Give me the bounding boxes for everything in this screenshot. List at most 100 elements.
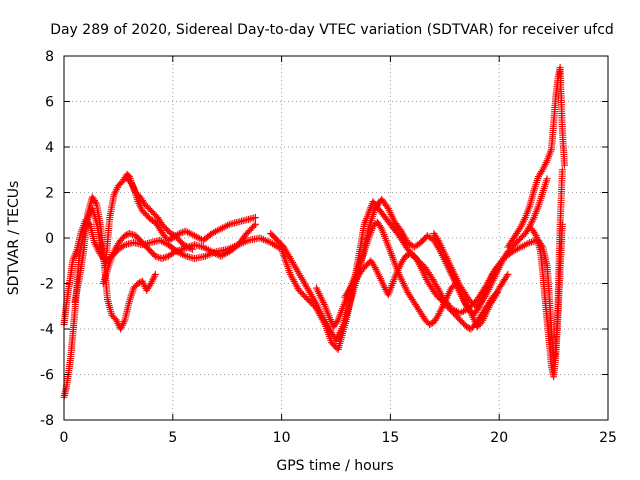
data-point-marker [543,175,551,183]
data-point-marker [301,292,309,300]
data-point-marker [143,211,151,219]
data-point-marker [161,223,169,231]
data-point-marker [369,223,377,231]
data-point-marker [302,294,310,302]
tick-layer: 0 5 10 15 20 25 -8 -6 -4 -2 0 2 4 6 8 [40,49,617,446]
data-point-marker [558,220,566,228]
data-point-marker [293,283,301,291]
data-point-marker [119,242,127,250]
data-point-marker [434,292,442,300]
x-tick-label: 0 [60,430,69,446]
x-tick-label: 20 [490,430,508,446]
data-point-marker [145,204,153,212]
data-point-marker [517,234,525,242]
data-point-marker [405,247,413,255]
data-point-marker [118,235,126,243]
data-point-marker [493,289,501,297]
data-point-marker [174,235,182,243]
data-point-marker [160,254,168,262]
data-point-marker [441,300,449,308]
data-point-marker [163,253,171,261]
series-track-c [71,193,159,333]
data-point-marker [514,237,522,245]
data-point-marker [473,302,481,310]
data-point-marker [299,291,307,299]
data-point-marker [243,229,251,237]
data-point-marker [171,232,179,240]
data-point-marker [131,283,139,291]
data-point-marker [447,284,455,292]
data-point-marker [305,297,313,305]
data-point-marker [560,161,568,169]
data-point-marker [177,229,185,237]
data-point-marker [492,290,500,298]
data-point-marker [295,286,303,294]
data-point-marker [452,312,460,320]
series-track-g [312,218,512,331]
data-point-marker [463,323,471,331]
data-point-marker [370,262,378,270]
data-point-marker [358,266,366,274]
data-point-marker [247,225,255,233]
data-point-marker [466,297,474,305]
data-point-marker [433,283,441,291]
data-point-marker [132,189,140,196]
data-point-marker [148,207,156,215]
data-point-marker [149,209,157,217]
data-point-marker [292,281,300,289]
data-point-marker [147,216,155,224]
y-tick-label: 4 [45,140,54,156]
data-point-marker [289,276,297,284]
data-point-marker [117,236,125,244]
data-point-marker [516,224,524,232]
data-point-marker [181,242,189,250]
data-point-marker [162,233,170,241]
data-point-marker [178,245,186,253]
data-point-marker [158,220,166,228]
data-point-marker [531,230,539,238]
data-point-marker [172,233,180,241]
data-point-marker [249,223,257,231]
data-point-marker [465,295,473,303]
series-track-i [430,175,551,310]
data-point-marker [151,270,159,278]
data-point-marker [516,236,524,244]
data-point-marker [362,261,370,269]
data-point-marker [423,317,431,325]
data-point-marker [448,308,456,316]
data-point-marker [160,232,168,240]
x-tick-label: 15 [381,430,399,446]
data-point-marker [108,311,116,319]
data-point-marker [174,247,182,255]
data-point-marker [469,300,477,308]
data-point-marker [286,270,294,278]
data-point-marker [432,291,440,299]
data-point-marker [168,230,176,238]
data-point-marker [127,230,135,238]
data-point-marker [185,244,193,252]
data-point-marker [123,175,131,183]
data-point-marker [436,295,444,303]
data-point-marker [184,243,192,251]
data-point-marker [475,301,483,309]
data-point-marker [92,198,100,206]
data-point-marker [146,206,154,214]
y-tick-label: -8 [40,413,54,429]
data-point-marker [298,289,306,297]
data-point-marker [558,166,566,174]
data-point-marker [455,315,463,323]
data-point-marker [291,279,299,287]
series-track-e [123,175,196,253]
data-point-marker [504,270,512,278]
data-point-marker [166,236,174,244]
data-point-marker [438,297,446,305]
data-point-marker [434,284,442,292]
data-point-marker [224,221,232,229]
data-point-marker [468,323,476,331]
data-point-marker [121,232,129,240]
data-point-marker [153,253,161,261]
grid-layer [64,56,608,420]
data-point-marker [433,235,441,243]
series-track-d [99,220,259,287]
